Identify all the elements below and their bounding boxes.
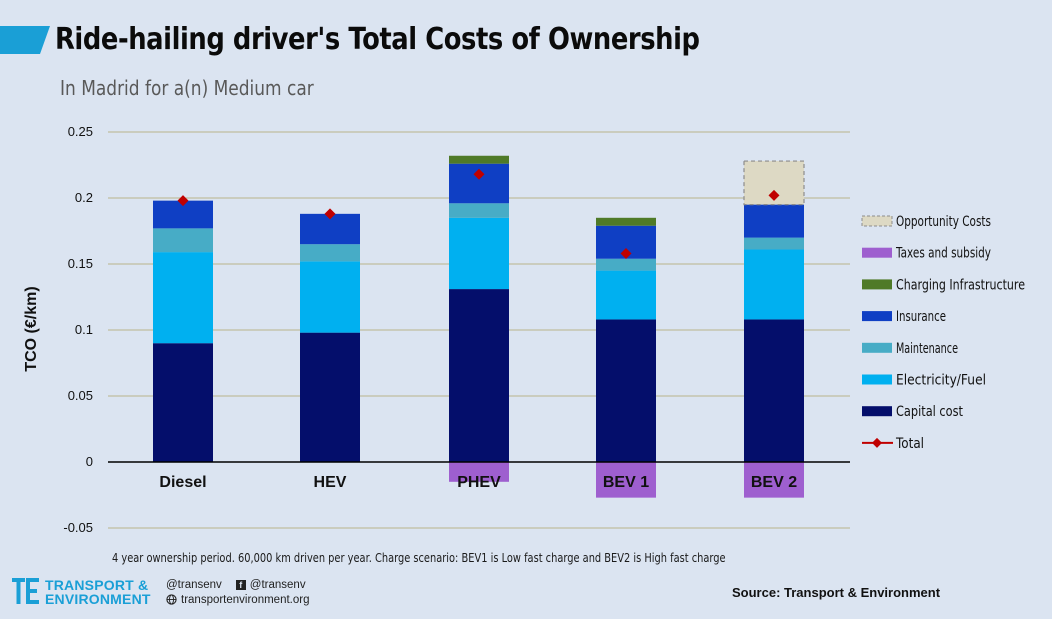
bar-segment-electricity: [300, 261, 360, 333]
y-axis-label: TCO (€/km): [23, 286, 40, 371]
legend-swatch-taxes: [862, 247, 892, 258]
bar-segment-maintenance: [153, 228, 213, 253]
legend-swatch-insurance: [862, 311, 892, 322]
website-link[interactable]: transportenvironment.org: [181, 593, 310, 606]
legend-label: Maintenance: [896, 341, 958, 357]
twitter-handle[interactable]: @transenv: [166, 578, 222, 591]
tco-stacked-bar-chart: 0.25 0.2 0.15 0.1 0.05 0 -0.05 Diesel HEV PHEV BE…: [23, 124, 1025, 535]
bars: [153, 155, 805, 498]
bar-segment-capital: [596, 319, 656, 462]
legend: Opportunity Costs Taxes and subsidy Chargi…: [861, 214, 1025, 452]
legend-label: Charging Infrastructure: [896, 277, 1025, 293]
legend-swatch-opportunity: [861, 215, 893, 227]
total-marker: [324, 208, 336, 220]
bar-segment-electricity: [153, 252, 213, 344]
y-tick-label: 0.05: [68, 388, 93, 403]
chart-title: Ride-hailing driver's Total Costs of Own…: [55, 22, 700, 57]
legend-swatch-maintenance: [862, 342, 892, 353]
bar-segment-charging: [596, 217, 656, 226]
footnote: 4 year ownership period. 60,000 km drive…: [112, 551, 726, 565]
legend-label: Opportunity Costs: [896, 214, 991, 230]
bar-segment-electricity: [449, 217, 509, 290]
total-markers: [177, 168, 780, 259]
bar-segment-maintenance: [596, 258, 656, 271]
y-tick-label: -0.05: [63, 520, 93, 535]
facebook-handle[interactable]: @transenv: [249, 578, 306, 591]
title-accent-shape: [0, 26, 50, 54]
bar-segment-capital: [449, 289, 509, 462]
bar-segment-insurance: [744, 204, 804, 238]
title-accent-polygon: [0, 26, 50, 54]
bar-segment-capital: [744, 319, 804, 462]
facebook-icon: f: [235, 579, 246, 590]
category-label: BEV 2: [751, 474, 797, 491]
bar-segment-taxes: [744, 462, 804, 498]
logo-text-line1: TRANSPORT &: [45, 577, 149, 593]
source-note: Source: Transport & Environment: [732, 585, 941, 600]
y-tick-label: 0.25: [68, 124, 93, 139]
legend-label: Insurance: [896, 309, 946, 325]
legend-swatch-charging: [862, 279, 892, 290]
legend-label: Taxes and subsidy: [895, 246, 991, 262]
total-marker: [473, 168, 485, 180]
te-logo-mark-icon: [12, 578, 39, 604]
legend-label: Capital cost: [896, 404, 963, 420]
bar-segment-taxes: [596, 462, 656, 498]
bar-segment-maintenance: [300, 244, 360, 262]
bar-segment-electricity: [596, 270, 656, 320]
bar-segment-capital: [153, 343, 213, 462]
logo-text-line2: ENVIRONMENT: [45, 591, 151, 607]
legend-label: Electricity/Fuel: [896, 373, 986, 389]
chart-subtitle: In Madrid for a(n) Medium car: [60, 76, 314, 100]
legend-label: Total: [895, 436, 924, 452]
total-marker: [620, 247, 632, 259]
social-links: @transenv f @transenv transportenvironme…: [166, 577, 309, 607]
y-tick-label: 0.2: [75, 190, 93, 205]
y-tick-label: 0: [86, 454, 93, 469]
total-marker: [177, 195, 189, 207]
legend-swatch-capital: [862, 406, 892, 417]
te-logo: TRANSPORT & ENVIRONMENT: [12, 577, 162, 607]
total-marker: [768, 189, 780, 201]
legend-swatch-total-marker: [872, 437, 882, 448]
y-tick-label: 0.15: [68, 256, 93, 271]
globe-icon: [166, 594, 177, 605]
bar-segment-taxes: [449, 462, 509, 482]
bar-segment-maintenance: [744, 237, 804, 250]
category-label: BEV 1: [603, 474, 649, 491]
bar-segment-charging: [449, 155, 509, 164]
category-label: PHEV: [457, 474, 501, 491]
x-axis-labels: Diesel HEV PHEV BEV 1 BEV 2: [159, 474, 797, 491]
bar-segment-maintenance: [449, 203, 509, 218]
legend-swatch-electricity: [862, 374, 892, 385]
bar-segment-electricity: [744, 249, 804, 320]
category-label: Diesel: [159, 474, 206, 491]
y-axis-ticks: 0.25 0.2 0.15 0.1 0.05 0 -0.05: [63, 124, 93, 535]
y-tick-label: 0.1: [75, 322, 93, 337]
category-label: HEV: [314, 474, 347, 491]
bar-segment-capital: [300, 332, 360, 462]
